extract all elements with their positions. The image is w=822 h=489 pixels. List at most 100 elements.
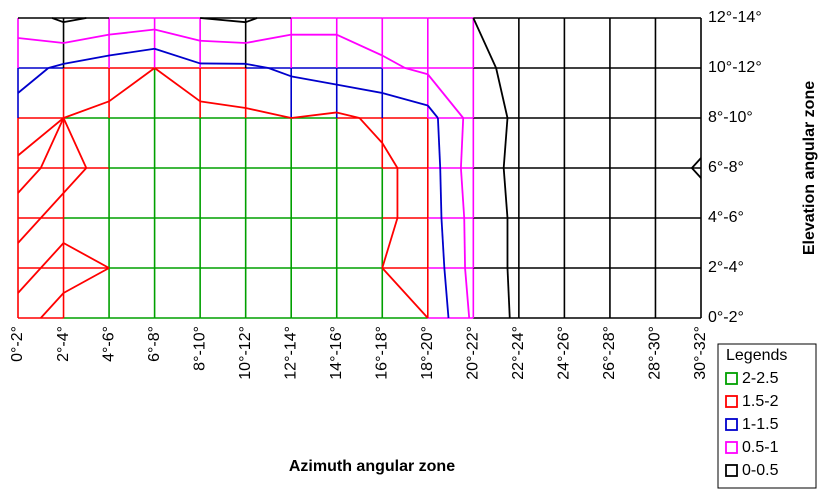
legend-swatch [725, 441, 738, 454]
contour-line [40, 192, 65, 219]
contour-line [62, 167, 87, 194]
x-tick-label: 6°-8° [146, 326, 163, 362]
contour-line [381, 54, 406, 69]
y-tick-label: 12°-14° [708, 9, 762, 26]
contour-line [495, 67, 509, 119]
legend-label: 0.5-1 [742, 439, 779, 456]
contour-line [245, 33, 292, 44]
x-tick-label: 24°-26° [556, 326, 573, 380]
contour-line [336, 83, 383, 94]
x-tick-label: 12°-14° [282, 326, 299, 380]
contour-line [506, 267, 511, 319]
x-tick-label: 30°-32° [692, 326, 709, 380]
y-axis-title: Elevation angular zone [801, 81, 818, 255]
contour-line [17, 67, 49, 94]
contour-line [51, 17, 64, 24]
contour-line [108, 47, 155, 57]
contour-line [63, 54, 110, 65]
contour-line [48, 62, 64, 69]
legend-label: 1.5-2 [742, 393, 779, 410]
contour-line [427, 104, 439, 119]
contour-line [382, 92, 429, 107]
legend-label: 1-1.5 [742, 416, 779, 433]
contour-line [381, 142, 399, 169]
contour-line [63, 100, 110, 119]
contour-line [437, 117, 442, 169]
contour-line [245, 17, 258, 24]
contour-line [17, 267, 42, 294]
contour-line [381, 267, 429, 319]
contour-line [17, 37, 64, 44]
x-tick-label: 18°-20° [419, 326, 436, 380]
x-tick-label: 0°-2° [9, 326, 26, 362]
contour-line [691, 167, 702, 179]
contour-line [200, 17, 246, 24]
contour-line [40, 292, 65, 319]
contour-line [17, 167, 42, 194]
legend-swatch [725, 372, 738, 385]
contour-line [17, 117, 65, 157]
legend-label: 0-0.5 [742, 462, 779, 479]
contour-line [691, 157, 702, 169]
y-tick-label: 10°-12° [708, 59, 762, 76]
x-tick-label: 2°-4° [55, 326, 72, 362]
contour-line [200, 39, 246, 44]
legend-label: 2-2.5 [742, 370, 779, 387]
contour-line [200, 100, 246, 109]
contour-line [358, 117, 383, 144]
legend-title: Legends [726, 347, 787, 364]
contour-line [108, 28, 155, 36]
x-tick-label: 22°-24° [510, 326, 527, 380]
contour-line [443, 267, 450, 319]
contour-line [464, 267, 471, 319]
contour-line [460, 167, 466, 219]
y-tick-label: 0°-2° [708, 309, 744, 326]
y-tick-label: 6°-8° [708, 159, 744, 176]
contour-line [291, 111, 337, 119]
contour-line [336, 33, 383, 57]
x-axis-title: Azimuth angular zone [289, 458, 455, 475]
contour-line [154, 47, 201, 65]
contour-line [460, 117, 465, 169]
y-tick-label: 8°-10° [708, 109, 753, 126]
x-tick-label: 4°-6° [100, 326, 117, 362]
contour-line [63, 267, 110, 294]
contour-line [154, 67, 201, 103]
contour-line [502, 117, 509, 169]
contour-line [427, 73, 464, 119]
legend-swatch [725, 395, 738, 408]
contour-line [108, 67, 156, 103]
contour-line [63, 17, 87, 24]
contour-line [154, 28, 201, 42]
contour-line [39, 117, 65, 169]
contour-line [245, 107, 292, 119]
x-tick-label: 26°-28° [601, 326, 618, 380]
contour-line [291, 75, 337, 86]
x-tick-label: 16°-18° [373, 326, 390, 380]
x-tick-label: 10°-12° [237, 326, 254, 380]
contour-line [62, 117, 88, 169]
contour-line [63, 33, 110, 44]
legend-box [717, 343, 817, 489]
x-tick-label: 28°-30° [647, 326, 664, 380]
contour-line [336, 111, 360, 119]
contour-line [463, 217, 466, 269]
contour-line [439, 167, 443, 219]
contour-line [502, 167, 509, 219]
contour-line [440, 217, 446, 269]
x-tick-label: 20°-22° [465, 326, 482, 380]
contour-line [268, 67, 292, 78]
contour-line [472, 17, 497, 69]
legend-swatch [725, 418, 738, 431]
legend-swatch [725, 464, 738, 477]
x-tick-label: 8°-10° [191, 326, 208, 371]
contour-line [245, 62, 269, 69]
contour-line [404, 67, 429, 76]
contour-line [63, 242, 110, 269]
x-tick-label: 14°-16° [328, 326, 345, 380]
contour-line [40, 242, 65, 269]
y-tick-label: 4°-6° [708, 209, 744, 226]
y-tick-label: 2°-4° [708, 259, 744, 276]
contour-line [17, 217, 42, 244]
